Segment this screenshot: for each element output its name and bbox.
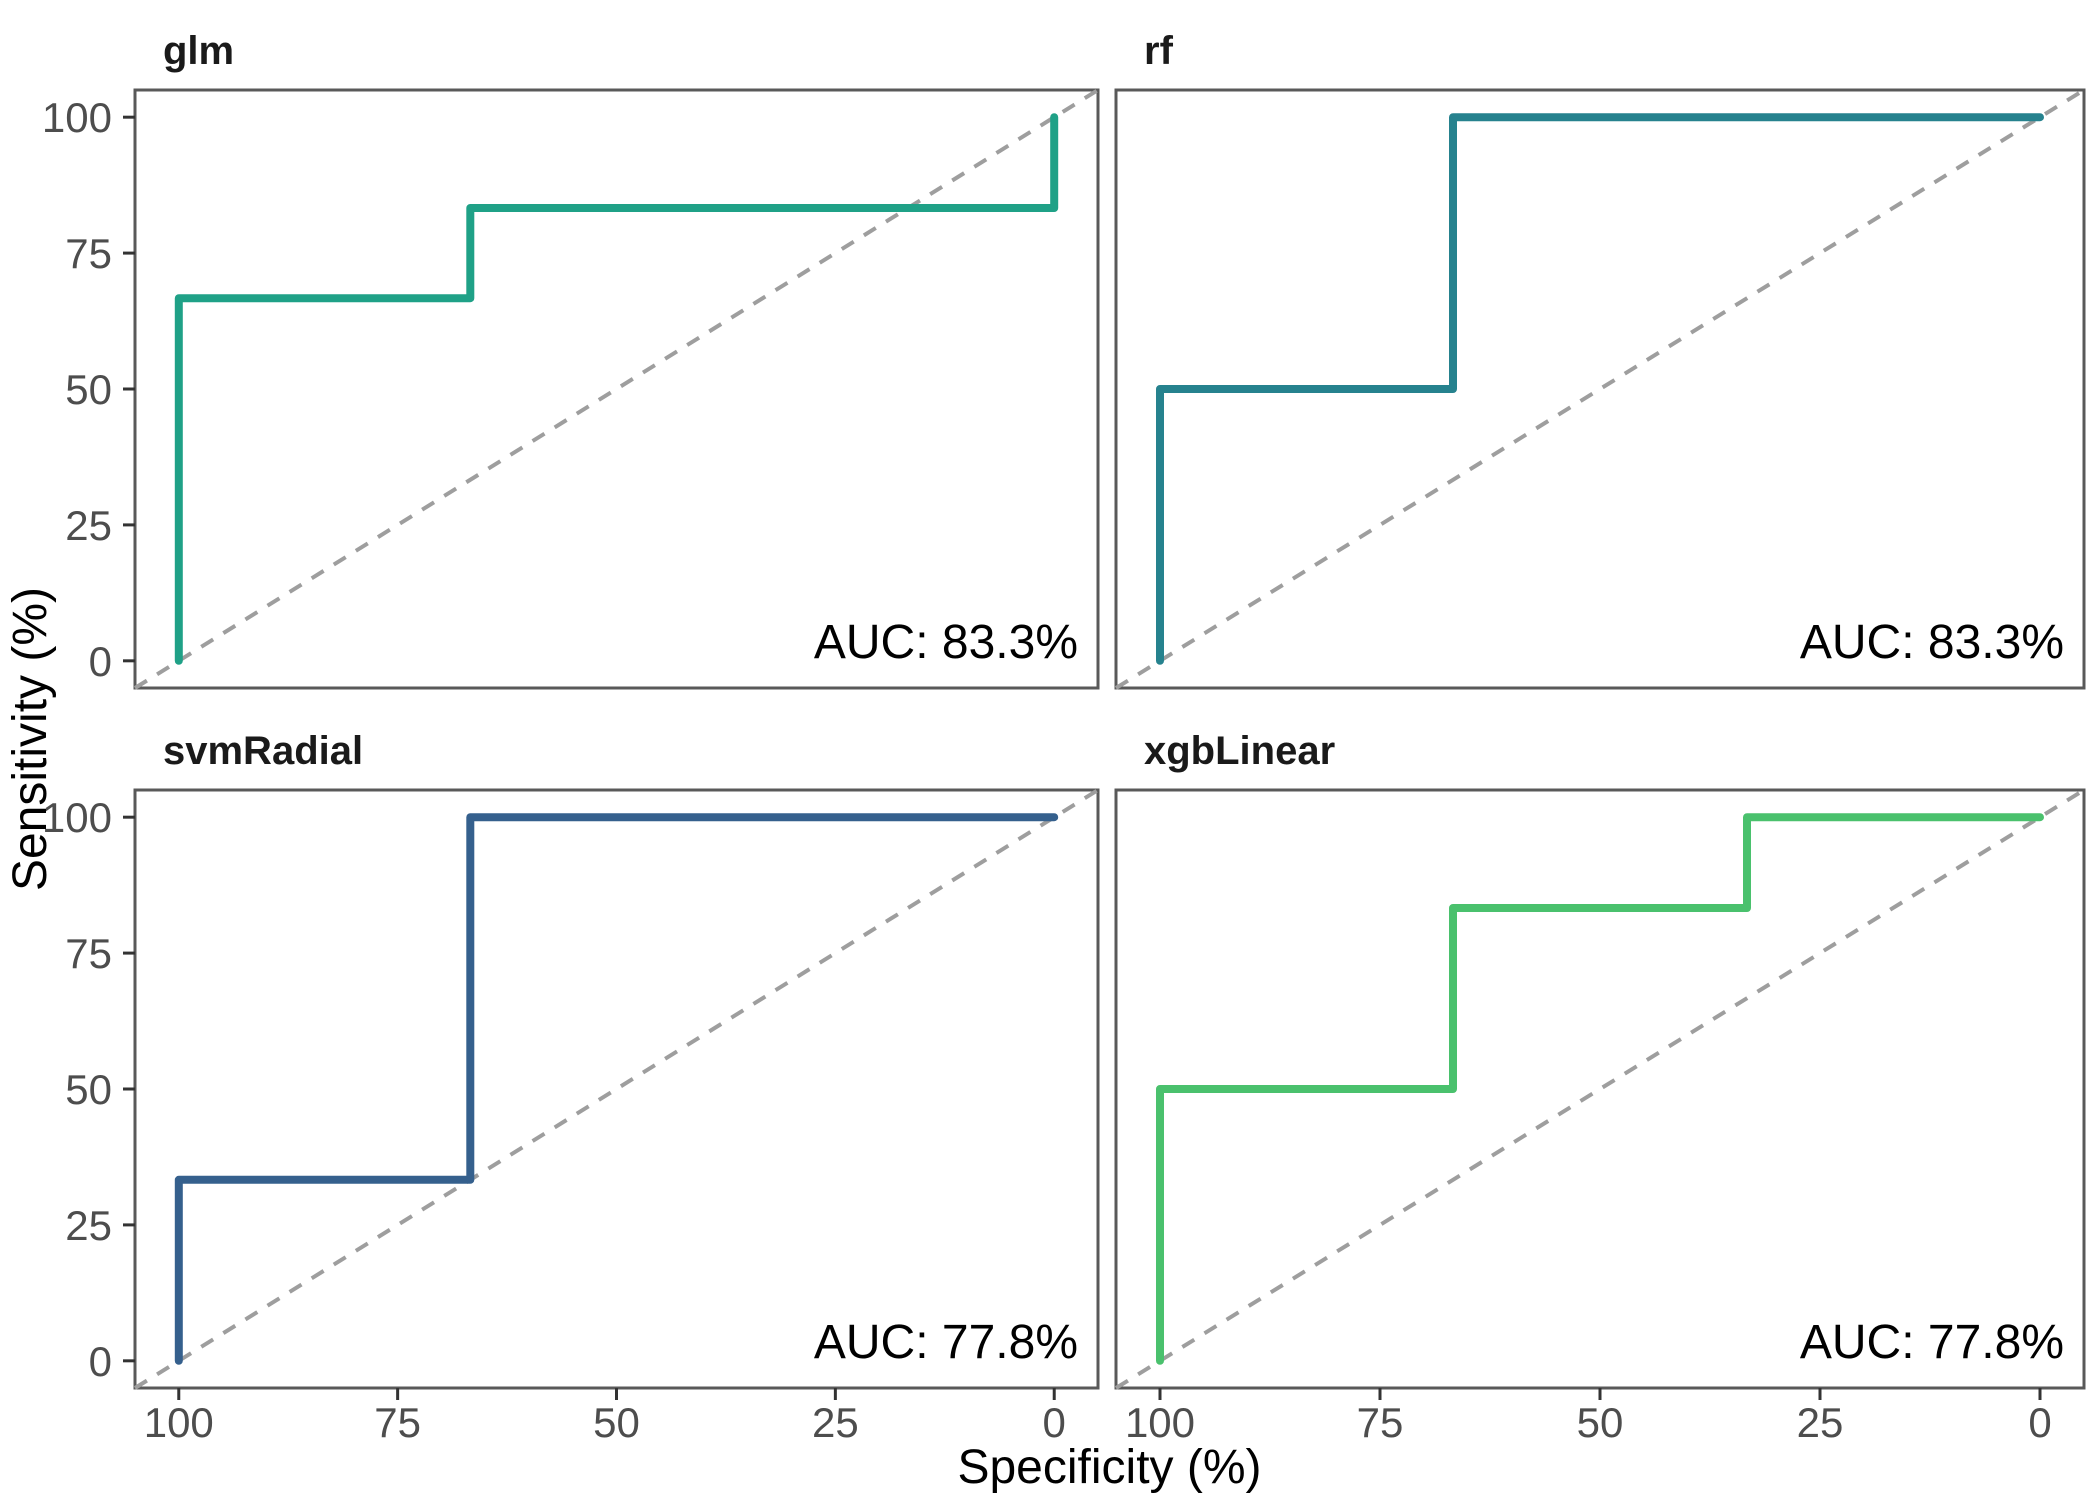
facet-title-rf: rf [1144, 29, 1174, 73]
axis-ticks-layer: 0 25 50 75 100 0 25 50 75 100 100 75 50 25 0 100 75 50 25 0 [42, 94, 2052, 1446]
panels-layer [133, 88, 2086, 1390]
auc-annotation-glm: AUC: 83.3% [814, 616, 1078, 669]
roc-curve-rf [1156, 113, 2044, 665]
y-tick-label: 75 [65, 930, 112, 977]
x-tick-label: 75 [374, 1399, 421, 1446]
x-tick-label: 50 [1577, 1399, 1624, 1446]
x-tick-label: 100 [1125, 1399, 1195, 1446]
facet-title-xgbLinear: xgbLinear [1144, 729, 1335, 773]
y-axis-title: Sensitivity (%) [4, 587, 57, 891]
facet-title-glm: glm [163, 29, 234, 73]
diagonal-reference-line-xgbLinear [1114, 788, 2086, 1390]
x-tick-label: 25 [1797, 1399, 1844, 1446]
y-tick-label: 75 [65, 230, 112, 277]
y-tick-label: 100 [42, 94, 112, 141]
diagonal-reference-line-svmRadial [133, 788, 1100, 1390]
y-tick-label: 50 [65, 366, 112, 413]
y-tick-label: 100 [42, 794, 112, 841]
x-tick-label: 100 [144, 1399, 214, 1446]
y-tick-label: 0 [89, 638, 112, 685]
facet-title-svmRadial: svmRadial [163, 729, 363, 773]
x-tick-label: 75 [1357, 1399, 1404, 1446]
x-axis-title: Specificity (%) [957, 1441, 1261, 1494]
x-tick-label: 0 [2028, 1399, 2051, 1446]
diagonal-reference-line-glm [133, 88, 1100, 690]
auc-annotation-xgbLinear: AUC: 77.8% [1800, 1316, 2064, 1369]
roc-curve-glm [174, 113, 1059, 665]
y-tick-label: 50 [65, 1066, 112, 1113]
panel-border-rf [1114, 88, 2086, 690]
y-tick-label: 25 [65, 1202, 112, 1249]
diagonal-reference-line-rf [1114, 88, 2086, 690]
y-tick-label: 0 [89, 1338, 112, 1385]
auc-annotation-rf: AUC: 83.3% [1800, 616, 2064, 669]
roc-curve-xgbLinear [1156, 813, 2044, 1365]
y-tick-label: 25 [65, 502, 112, 549]
auc-annotation-svmRadial: AUC: 77.8% [814, 1316, 1078, 1369]
x-tick-label: 25 [812, 1399, 859, 1446]
x-tick-label: 0 [1043, 1399, 1066, 1446]
roc-curve-svmRadial [174, 813, 1059, 1365]
x-tick-label: 50 [593, 1399, 640, 1446]
